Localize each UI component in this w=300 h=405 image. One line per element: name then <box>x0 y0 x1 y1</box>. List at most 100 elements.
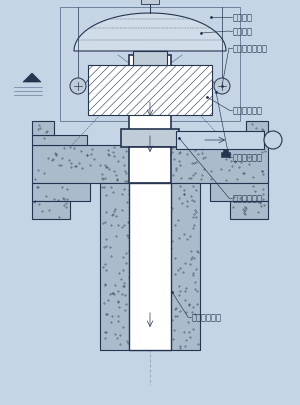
Point <box>88 162 92 168</box>
Circle shape <box>214 79 230 95</box>
Bar <box>223 149 228 153</box>
Point <box>176 217 181 224</box>
Point <box>190 173 195 179</box>
Point <box>147 283 152 289</box>
Point <box>100 184 104 191</box>
Point <box>118 276 123 283</box>
Point <box>144 203 149 210</box>
Point <box>110 149 115 156</box>
Point <box>142 282 147 288</box>
Point <box>143 302 148 308</box>
Point <box>187 329 192 336</box>
Point <box>140 305 145 311</box>
Point <box>171 336 176 343</box>
Point <box>184 203 189 210</box>
Point <box>63 205 68 211</box>
Text: フレーム: フレーム <box>233 13 253 22</box>
Circle shape <box>264 132 282 149</box>
Point <box>162 185 167 192</box>
Point <box>148 171 153 178</box>
Point <box>128 335 133 341</box>
Point <box>162 275 167 281</box>
Point <box>163 169 167 175</box>
Point <box>183 260 188 267</box>
Point <box>201 166 206 173</box>
Point <box>152 228 156 234</box>
Point <box>209 177 214 183</box>
Point <box>110 213 114 219</box>
Point <box>176 283 181 289</box>
Point <box>228 151 233 158</box>
Point <box>155 159 160 166</box>
Point <box>187 145 192 151</box>
Point <box>112 331 117 338</box>
Point <box>189 198 194 204</box>
Point <box>167 254 172 261</box>
Point <box>126 340 131 347</box>
Point <box>242 208 247 214</box>
Point <box>132 174 136 181</box>
Point <box>84 153 89 159</box>
Point <box>111 211 116 218</box>
Point <box>165 198 170 205</box>
Circle shape <box>70 79 86 95</box>
Point <box>172 326 176 333</box>
Point <box>227 168 232 174</box>
Point <box>186 302 191 308</box>
Point <box>134 199 139 206</box>
Point <box>194 215 199 221</box>
Point <box>128 178 133 185</box>
Point <box>163 225 167 231</box>
Point <box>128 239 133 246</box>
Point <box>120 208 124 214</box>
Point <box>144 260 149 267</box>
Point <box>177 308 182 315</box>
Point <box>115 288 120 294</box>
Point <box>124 170 129 177</box>
Point <box>77 161 82 167</box>
Point <box>174 305 179 311</box>
Point <box>124 148 129 155</box>
Point <box>260 168 265 175</box>
Point <box>192 279 197 286</box>
Point <box>134 227 139 233</box>
Point <box>239 159 244 166</box>
Point <box>191 211 196 218</box>
Point <box>129 311 134 318</box>
Point <box>127 248 132 254</box>
Point <box>227 155 232 161</box>
Point <box>37 201 41 207</box>
Point <box>192 160 197 166</box>
Point <box>257 201 262 207</box>
Point <box>111 168 116 175</box>
Point <box>249 122 254 128</box>
Point <box>134 273 139 280</box>
Point <box>163 311 168 317</box>
Point <box>142 328 147 335</box>
Point <box>182 191 187 197</box>
Point <box>152 228 157 234</box>
Point <box>100 264 105 270</box>
Point <box>131 203 136 210</box>
Point <box>123 260 128 266</box>
Point <box>172 255 177 261</box>
Point <box>154 313 158 320</box>
Point <box>131 177 136 184</box>
Point <box>160 177 164 184</box>
Point <box>155 152 160 159</box>
Point <box>109 184 114 190</box>
Point <box>182 187 187 194</box>
Point <box>114 172 118 178</box>
Point <box>152 154 157 160</box>
Point <box>103 329 108 335</box>
Point <box>172 157 176 163</box>
Point <box>128 199 133 206</box>
Point <box>169 208 173 214</box>
Point <box>116 159 120 165</box>
Point <box>136 285 141 292</box>
Point <box>58 162 63 169</box>
Point <box>195 341 200 348</box>
Point <box>152 175 157 181</box>
Point <box>159 309 164 315</box>
Point <box>101 185 106 191</box>
